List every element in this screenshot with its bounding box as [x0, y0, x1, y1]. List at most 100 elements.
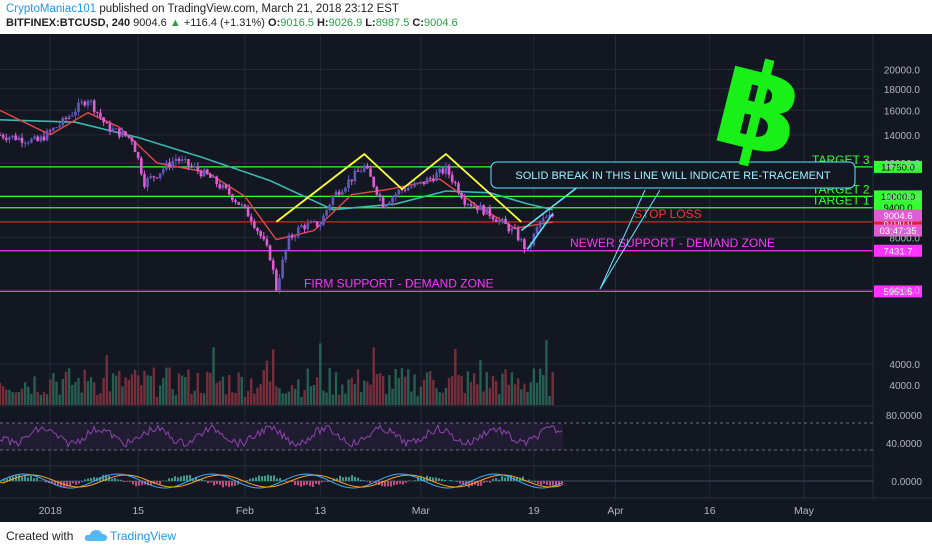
volume-bar: [498, 394, 501, 405]
macd-histogram-bar: [315, 481, 317, 484]
volume-bar: [328, 367, 331, 405]
level-price-tag: 5951.5: [874, 285, 922, 298]
candle-body: [0, 134, 2, 136]
current-price-tag-bg: [874, 209, 922, 222]
candle-body: [224, 184, 228, 189]
macd-histogram-bar: [423, 477, 425, 481]
volume-bar: [45, 394, 49, 405]
volume-bar: [180, 375, 184, 405]
candle-body: [297, 227, 300, 237]
candle-body: [535, 227, 539, 234]
candle-body: [209, 174, 212, 178]
volume-bar: [272, 349, 275, 405]
volume-bar: [441, 392, 444, 405]
volume-bar: [366, 381, 369, 405]
created-with-label: Created with: [6, 529, 74, 543]
macd-histogram-bar: [180, 476, 182, 481]
volume-bar: [118, 370, 121, 405]
volume-bar: [130, 374, 134, 405]
candle-body: [171, 161, 175, 168]
volume-bar: [67, 368, 71, 405]
volume-bar: [422, 379, 426, 405]
callout-text: SOLID BREAK IN THIS LINE WILL INDICATE R…: [515, 170, 830, 182]
macd-histogram-bar: [528, 479, 530, 481]
macd-histogram-bar: [84, 479, 86, 481]
candle-body: [237, 202, 240, 205]
volume-bar: [407, 369, 410, 405]
tradingview-link[interactable]: TradingView: [110, 529, 177, 543]
macd-histogram-bar: [111, 478, 113, 481]
volume-bar: [353, 384, 357, 405]
volume-bar: [262, 369, 265, 405]
candle-body: [403, 189, 407, 191]
macd-histogram-bar: [531, 481, 533, 483]
volume-bar: [451, 375, 454, 405]
macd-histogram-bar: [381, 481, 383, 487]
price-tick-label: 14000.0: [884, 131, 921, 142]
volume-bar: [334, 372, 338, 405]
volume-bar: [149, 375, 152, 405]
volume-bar: [171, 389, 174, 405]
volume-bar: [494, 380, 498, 405]
time-tick-label: Mar: [412, 505, 431, 517]
candle-body: [322, 215, 325, 226]
volume-bar: [363, 380, 366, 405]
candle-body: [306, 223, 310, 230]
price-tick-label: 8000.0: [889, 233, 920, 244]
volume-bar: [64, 371, 68, 405]
macd-histogram-bar: [51, 481, 53, 484]
time-tick-label: 16: [704, 505, 716, 517]
candle-body: [325, 210, 328, 216]
volume-bar: [485, 371, 488, 405]
candle-body: [67, 116, 71, 120]
candle-body: [168, 162, 171, 168]
candle-body: [58, 125, 61, 128]
macd-histogram-bar: [3, 478, 5, 481]
price-tick-label: 4000.0: [889, 360, 920, 371]
volume-bar: [268, 381, 272, 405]
macd-histogram-bar: [279, 478, 281, 481]
macd-histogram-bar: [405, 481, 407, 483]
macd-histogram-bar: [81, 481, 83, 483]
candle-body: [353, 170, 357, 182]
macd-histogram-bar: [519, 477, 521, 481]
macd-histogram-bar: [75, 481, 77, 485]
candle-body: [410, 186, 413, 188]
volume-bar: [309, 386, 313, 405]
volume-bar: [476, 384, 479, 405]
candle-body: [454, 182, 457, 184]
author-link[interactable]: CryptoManiac101: [6, 3, 97, 15]
candle-body: [36, 136, 39, 142]
candle-body: [290, 235, 294, 238]
macd-histogram-bar: [93, 477, 95, 481]
macd-histogram-bar: [228, 481, 230, 487]
candle-body: [108, 123, 112, 132]
macd-histogram-bar: [24, 475, 26, 481]
volume-bar: [165, 367, 168, 405]
macd-histogram-bar: [135, 481, 137, 487]
candle-body: [26, 142, 30, 144]
level-label: FIRM SUPPORT - DEMAND ZONE: [304, 276, 494, 290]
chart-header: CryptoManiac101 published on TradingView…: [0, 0, 932, 34]
time-tick-label: 15: [132, 505, 144, 517]
volume-bar: [58, 394, 61, 405]
macd-histogram-bar: [444, 479, 446, 481]
candle-body: [504, 218, 507, 224]
macd-histogram-bar: [138, 481, 140, 486]
macd-histogram-bar: [186, 475, 188, 481]
candle-body: [303, 225, 306, 230]
volume-bar: [190, 394, 193, 405]
candle-body: [545, 217, 548, 219]
volume-bar: [375, 374, 379, 405]
level-price-tag-text: 11750.0: [881, 162, 915, 173]
macd-histogram-bar: [399, 481, 401, 484]
volume-bar: [127, 379, 130, 405]
candle-body: [485, 207, 489, 215]
volume-bar: [93, 382, 96, 405]
macd-histogram-bar: [486, 481, 488, 483]
last-price: 9004.6: [133, 17, 167, 29]
candle-body: [55, 127, 58, 129]
rsi-tick-label: 80.0000: [886, 411, 923, 422]
volume-bar: [284, 393, 287, 405]
